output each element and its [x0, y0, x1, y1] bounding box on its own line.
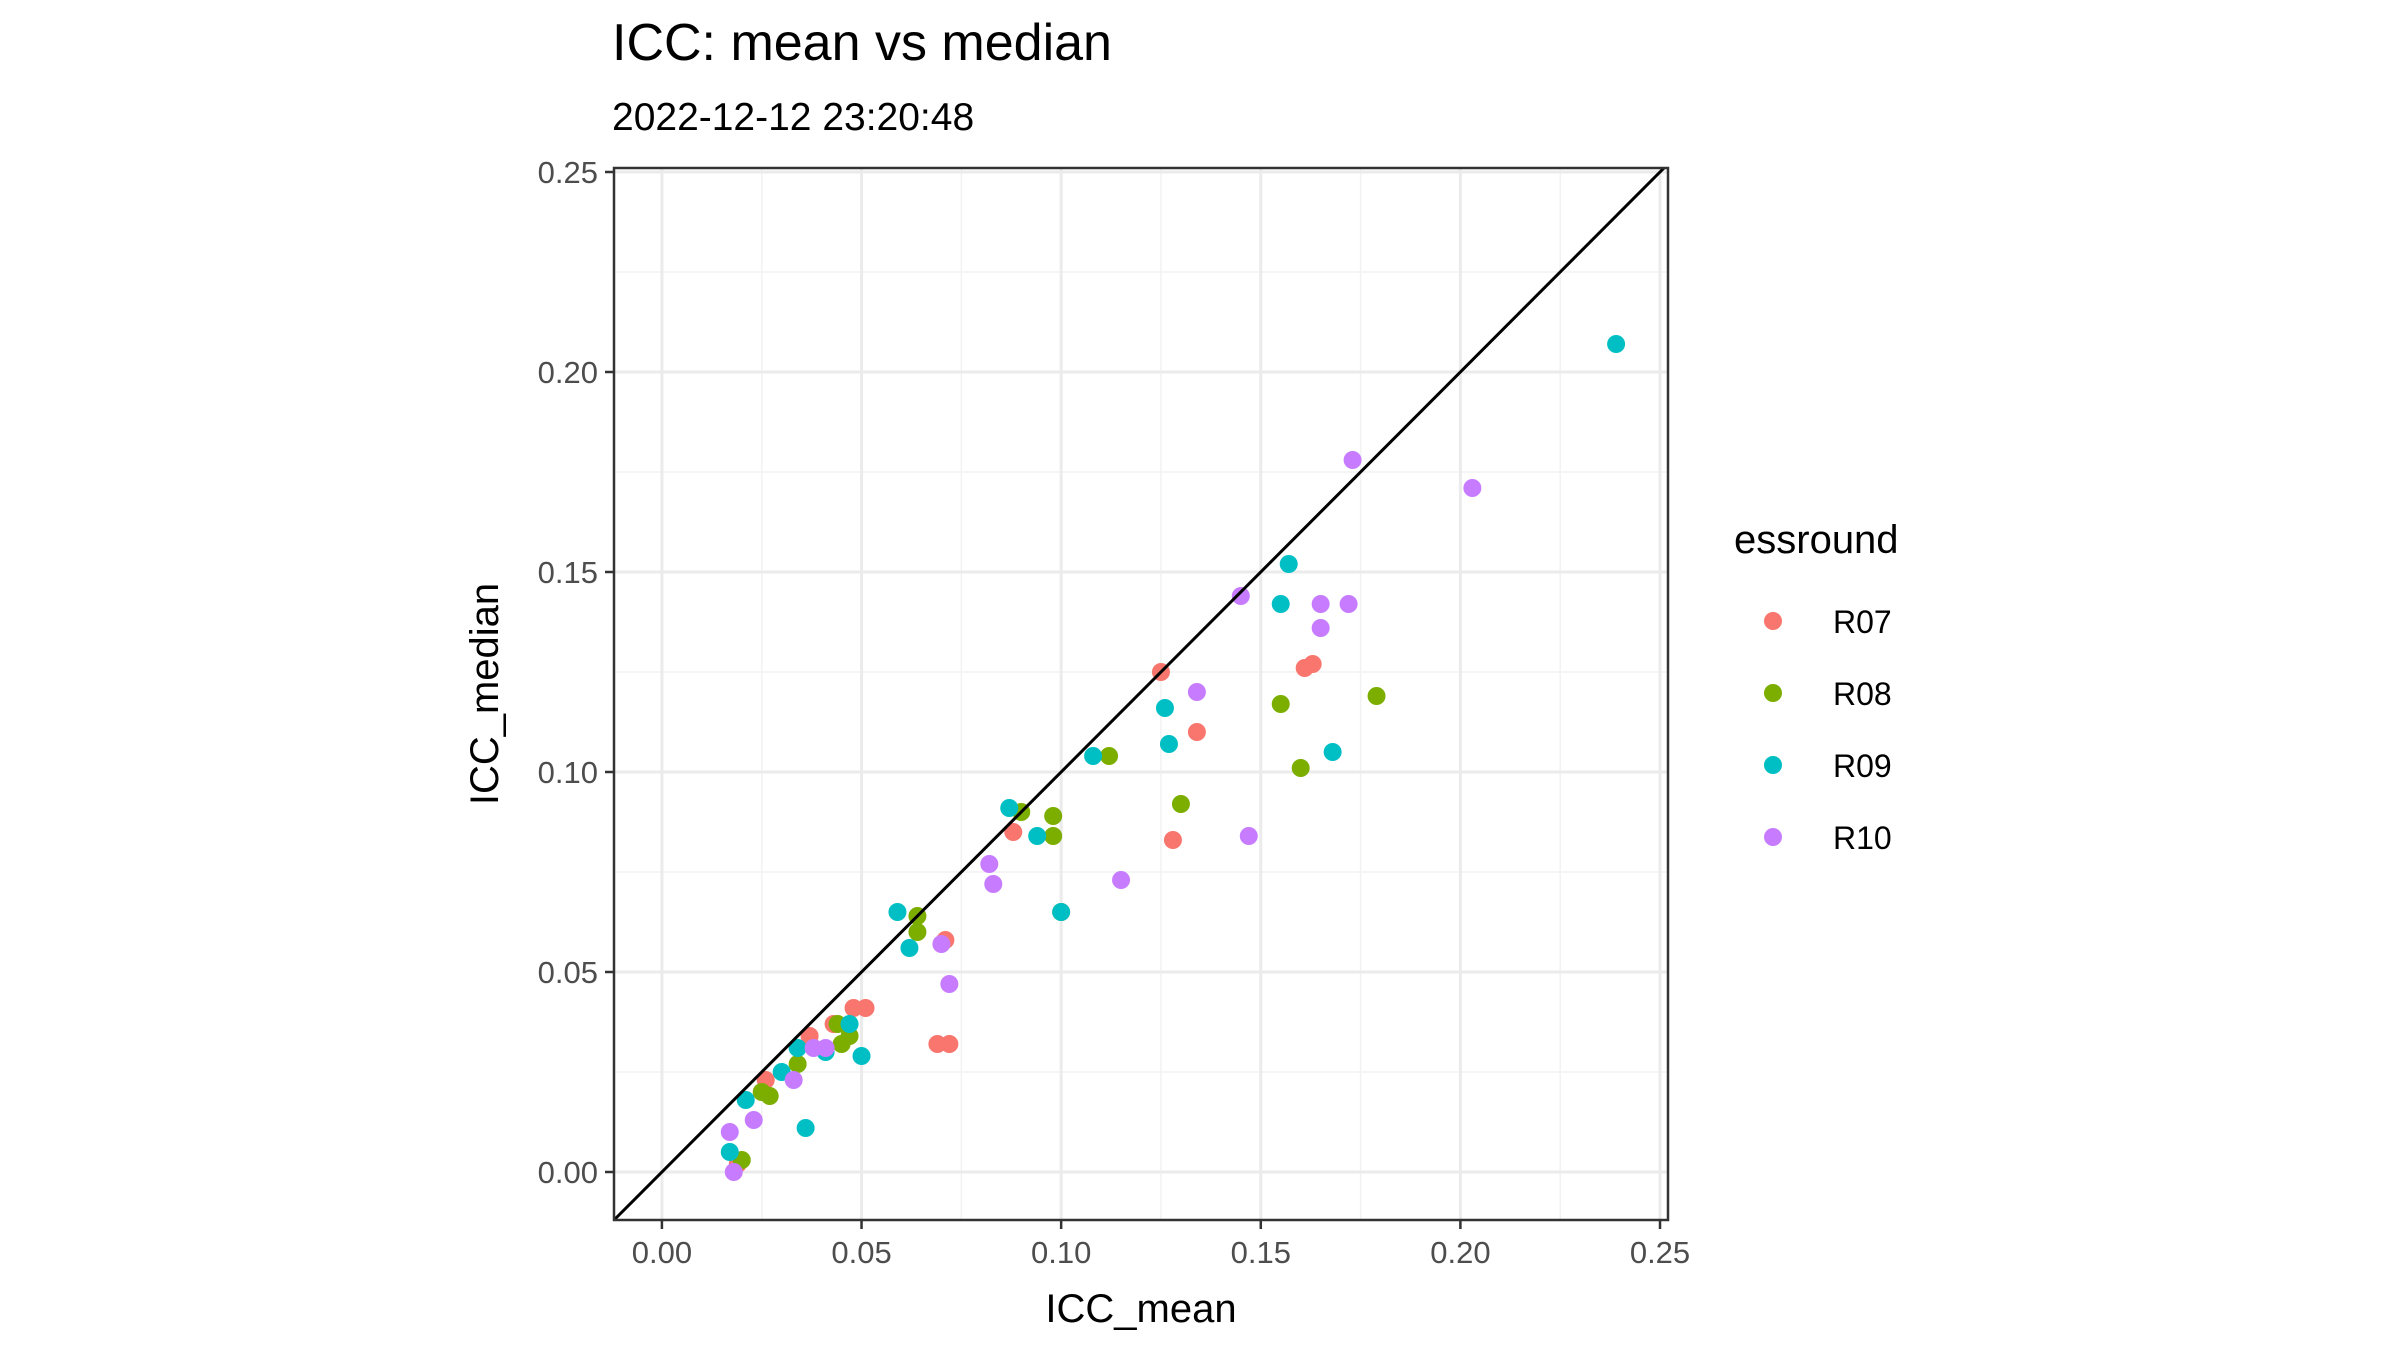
x-tick-label: 0.00 [632, 1235, 692, 1270]
point-r10 [816, 1039, 835, 1057]
legend-key-r07 [1764, 612, 1782, 630]
point-r09 [720, 1143, 739, 1161]
point-r10 [1231, 587, 1250, 605]
point-r09 [1155, 699, 1174, 717]
chart-subtitle: 2022-12-12 23:20:48 [612, 96, 974, 139]
point-r08 [788, 1055, 807, 1073]
legend-key-r10 [1764, 828, 1782, 846]
point-r09 [1052, 903, 1071, 921]
point-r10 [744, 1111, 763, 1129]
point-r09 [1159, 735, 1178, 753]
point-r10 [1343, 451, 1362, 469]
y-axis-title: ICC_median [463, 583, 507, 805]
point-r08 [1271, 695, 1290, 713]
point-r08 [1044, 807, 1063, 825]
y-tick-label: 0.00 [538, 1155, 598, 1190]
point-r09 [1323, 743, 1342, 761]
data-points [720, 335, 1626, 1181]
point-r10 [1311, 619, 1330, 637]
plot-panel-border [612, 166, 1670, 1222]
legend-label-r08: R08 [1833, 676, 1892, 712]
x-tick-label: 0.05 [831, 1235, 891, 1270]
point-r08 [1367, 687, 1386, 705]
legend-label-r09: R09 [1833, 748, 1892, 784]
point-r09 [888, 903, 907, 921]
point-r10 [1239, 827, 1258, 845]
legend: essround R07 R08 R09 R10 [1734, 518, 1899, 856]
chart-title: ICC: mean vs median [612, 14, 1112, 72]
point-r08 [1044, 827, 1063, 845]
point-r09 [1607, 335, 1626, 353]
point-r09 [852, 1047, 871, 1065]
point-r08 [1171, 795, 1190, 813]
y-tick-label: 0.20 [538, 355, 598, 390]
point-r10 [724, 1163, 743, 1181]
y-tick-label: 0.15 [538, 555, 598, 590]
point-r10 [940, 975, 959, 993]
point-r10 [980, 855, 999, 873]
point-r07 [1163, 831, 1182, 849]
point-r09 [1028, 827, 1047, 845]
point-r10 [932, 935, 951, 953]
y-tick-label: 0.05 [538, 955, 598, 990]
x-axis-title: ICC_mean [1045, 1287, 1236, 1331]
point-r10 [984, 875, 1003, 893]
legend-title: essround [1734, 518, 1899, 562]
grid-minor [614, 168, 1668, 1220]
point-r10 [1311, 595, 1330, 613]
point-r09 [1279, 555, 1298, 573]
legend-label-r10: R10 [1833, 820, 1892, 856]
point-r09 [1271, 595, 1290, 613]
x-tick-label: 0.10 [1031, 1235, 1091, 1270]
x-tick-label: 0.15 [1231, 1235, 1291, 1270]
point-r08 [760, 1087, 779, 1105]
point-r08 [908, 923, 927, 941]
point-r10 [1339, 595, 1358, 613]
point-r10 [1112, 871, 1131, 889]
point-r10 [720, 1123, 739, 1141]
point-r09 [1084, 747, 1103, 765]
point-r07 [1303, 655, 1322, 673]
point-r09 [736, 1091, 755, 1109]
grid-major [614, 168, 1668, 1220]
legend-key-r08 [1764, 684, 1782, 702]
point-r08 [1291, 759, 1310, 777]
point-r07 [856, 999, 875, 1017]
point-r09 [900, 939, 919, 957]
point-r09 [840, 1015, 859, 1033]
y-tick-label: 0.10 [538, 755, 598, 790]
point-r07 [1004, 823, 1023, 841]
x-tick-label: 0.25 [1630, 1235, 1690, 1270]
point-r10 [784, 1071, 803, 1089]
legend-label-r07: R07 [1833, 604, 1892, 640]
x-axis: 0.00 0.05 0.10 0.15 0.20 0.25 [632, 1220, 1690, 1270]
point-r10 [1187, 683, 1206, 701]
y-tick-label: 0.25 [538, 155, 598, 190]
legend-key-r09 [1764, 756, 1782, 774]
x-tick-label: 0.20 [1430, 1235, 1490, 1270]
point-r09 [796, 1119, 815, 1137]
point-r09 [1000, 799, 1019, 817]
identity-reference-line [612, 166, 1666, 1222]
point-r08 [1100, 747, 1119, 765]
point-r07 [1187, 723, 1206, 741]
point-r07 [940, 1035, 959, 1053]
legend-items: R07 R08 R09 R10 [1764, 604, 1892, 856]
point-r09 [788, 1039, 807, 1057]
point-r10 [1463, 479, 1482, 497]
y-axis: 0.00 0.05 0.10 0.15 0.20 0.25 [538, 155, 614, 1190]
